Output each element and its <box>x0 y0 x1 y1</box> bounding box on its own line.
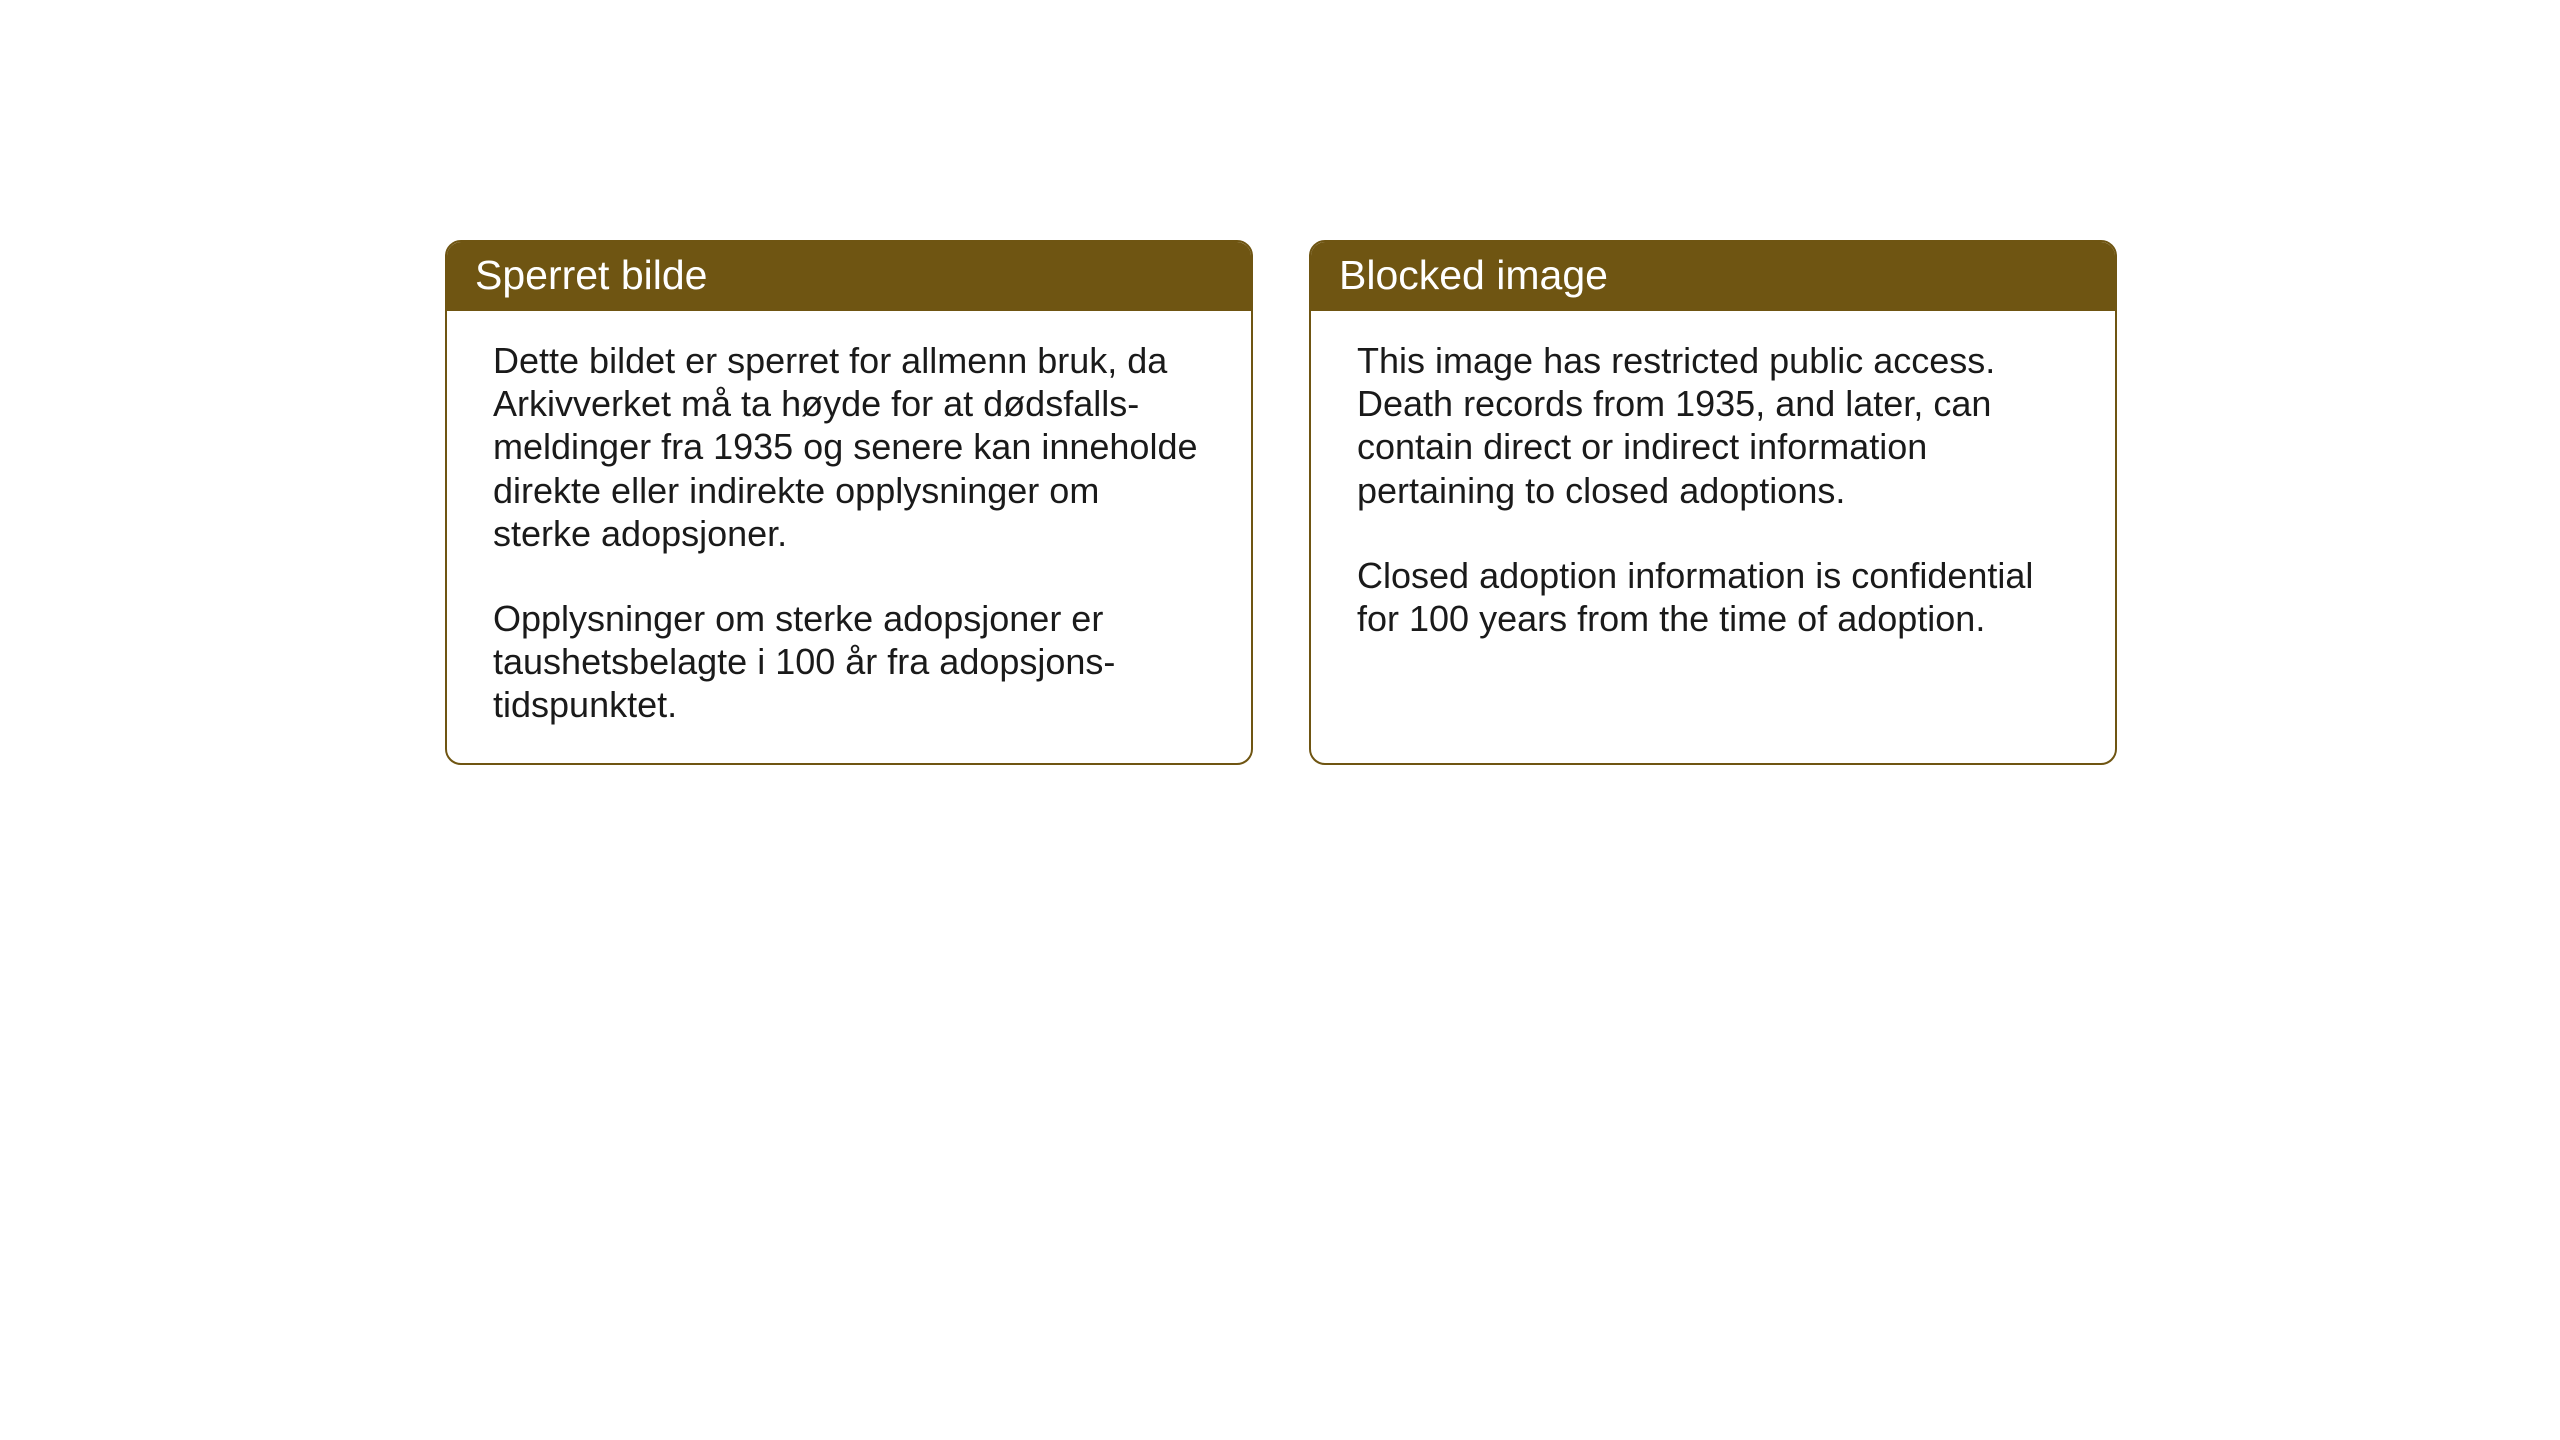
card-para1-norwegian: Dette bildet er sperret for allmenn bruk… <box>493 339 1205 555</box>
card-body-norwegian: Dette bildet er sperret for allmenn bruk… <box>447 311 1251 763</box>
card-para1-english: This image has restricted public access.… <box>1357 339 2069 512</box>
card-norwegian: Sperret bilde Dette bildet er sperret fo… <box>445 240 1253 765</box>
cards-container: Sperret bilde Dette bildet er sperret fo… <box>445 240 2117 765</box>
card-title-norwegian: Sperret bilde <box>475 252 707 298</box>
card-para2-english: Closed adoption information is confident… <box>1357 554 2069 640</box>
card-body-english: This image has restricted public access.… <box>1311 311 2115 676</box>
card-para2-norwegian: Opplysninger om sterke adopsjoner er tau… <box>493 597 1205 727</box>
card-english: Blocked image This image has restricted … <box>1309 240 2117 765</box>
card-header-norwegian: Sperret bilde <box>447 242 1251 311</box>
card-header-english: Blocked image <box>1311 242 2115 311</box>
card-title-english: Blocked image <box>1339 252 1608 298</box>
